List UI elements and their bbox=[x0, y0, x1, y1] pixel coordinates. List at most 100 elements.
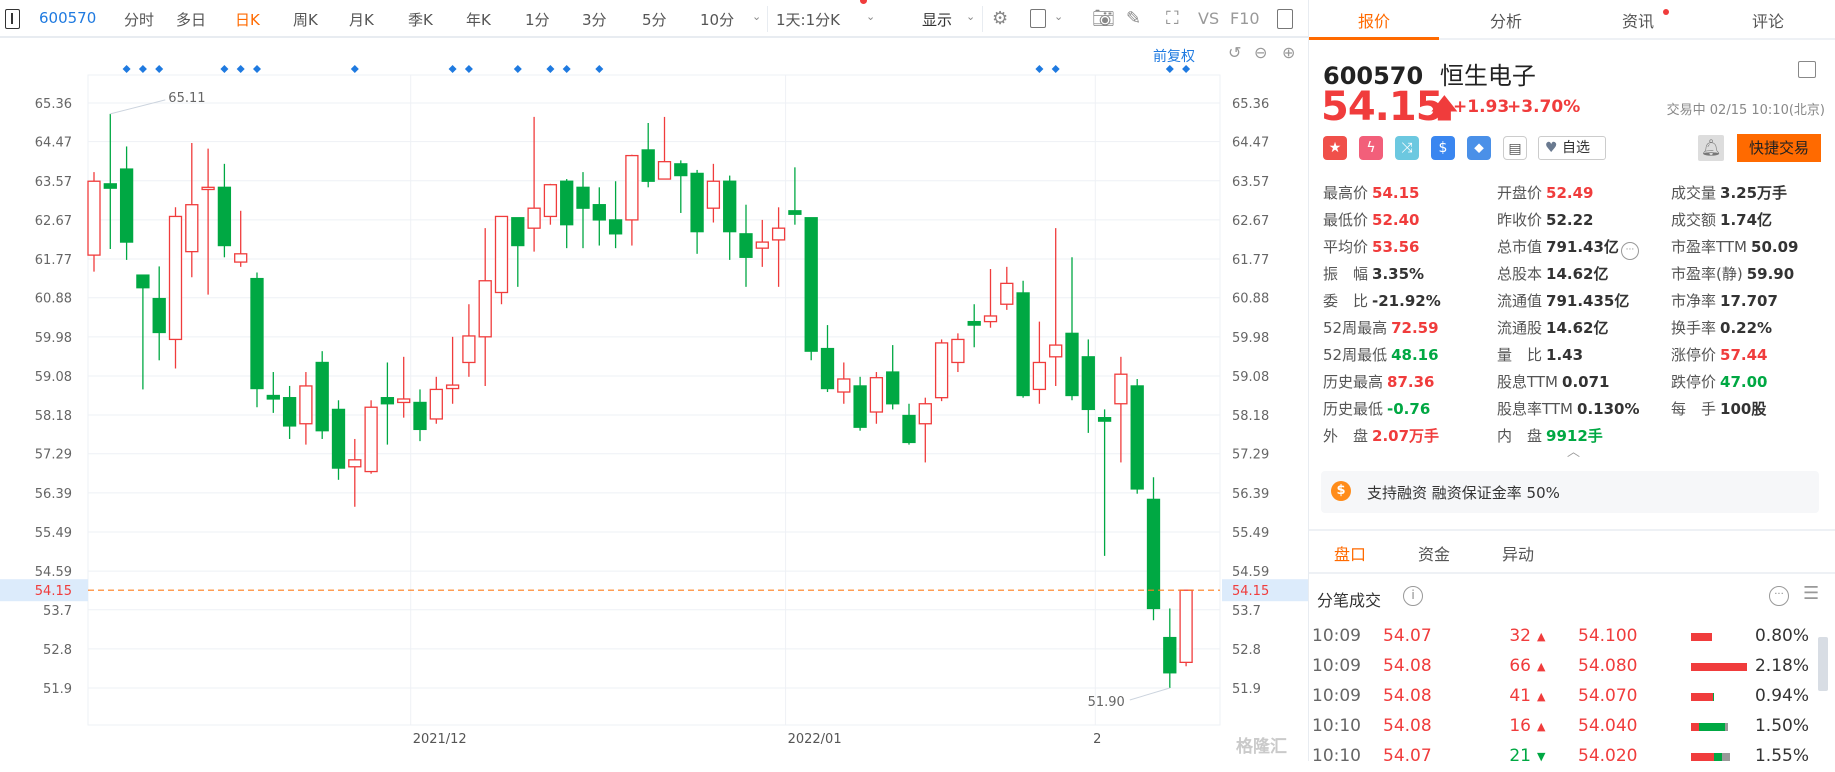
stat-value: 3.25万手 bbox=[1720, 184, 1788, 202]
dollar-icon[interactable]: $ bbox=[1431, 136, 1455, 160]
tag-icon[interactable]: ⬥ bbox=[1467, 136, 1491, 160]
stat-label: 市净率 bbox=[1671, 292, 1717, 310]
candle-down bbox=[902, 414, 916, 444]
sub-tab[interactable]: 资金 bbox=[1417, 545, 1451, 564]
scrollbar[interactable] bbox=[1818, 637, 1828, 691]
gear-icon[interactable]: ⚙ bbox=[992, 8, 1009, 29]
chevron-down-icon[interactable]: ⌄ bbox=[966, 10, 976, 23]
y-tick-label-left: 65.36 bbox=[35, 97, 72, 112]
period-tab[interactable]: 10分 bbox=[700, 11, 735, 29]
stat-value: 2.07万手 bbox=[1372, 427, 1440, 445]
panel-toggle-icon[interactable] bbox=[1277, 9, 1293, 29]
candle-up bbox=[657, 161, 672, 180]
panel-tab[interactable]: 资讯 bbox=[1621, 12, 1655, 31]
adjust-mode-button[interactable]: 前复权 bbox=[1153, 49, 1195, 65]
more-icon[interactable]: ··· bbox=[1620, 242, 1639, 260]
dollar-coin-icon: $ bbox=[1331, 481, 1351, 501]
zoom-in-icon[interactable]: ⊕ bbox=[1282, 43, 1296, 62]
panel-tab[interactable]: 评论 bbox=[1751, 12, 1785, 31]
triangle-up-icon: ▲ bbox=[1537, 720, 1546, 733]
trading-status: 交易中 02/15 10:10(北京) bbox=[1666, 103, 1825, 118]
sub-tab[interactable]: 盘口 bbox=[1333, 545, 1367, 564]
stat-label: 52周最高 bbox=[1323, 319, 1388, 337]
event-marker-icon bbox=[1035, 65, 1044, 73]
event-marker-icon bbox=[1051, 65, 1060, 73]
period-tab[interactable]: 年K bbox=[466, 11, 491, 29]
stat-value: 14.62亿 bbox=[1546, 319, 1609, 337]
period-tab[interactable]: 1分 bbox=[525, 11, 550, 29]
chevron-down-icon[interactable]: ⌄ bbox=[1054, 10, 1064, 23]
stat-item: 开盘价 52.49 bbox=[1497, 182, 1593, 203]
candle-down bbox=[560, 180, 574, 226]
period-tab[interactable]: 季K bbox=[408, 11, 433, 29]
zoom-out-icon[interactable]: ⊖ bbox=[1254, 43, 1268, 62]
y-tick-label-left: 58.18 bbox=[35, 409, 72, 424]
sidebar-toggle-icon[interactable] bbox=[5, 9, 20, 29]
candlestick-chart[interactable]: 65.36 65.36 64.47 64.47 63.57 63.57 62.67 62.67… bbox=[0, 38, 1308, 761]
info-icon[interactable]: i bbox=[1403, 586, 1423, 606]
period-tab[interactable]: 分时 bbox=[124, 11, 155, 29]
tick-row: 10:09 54.07 32 ▲ 54.100 0.80% bbox=[1309, 622, 1835, 652]
display-menu[interactable]: 显示 bbox=[922, 11, 953, 29]
stat-value: 0.071 bbox=[1562, 373, 1610, 391]
vs-button[interactable]: VS bbox=[1198, 9, 1220, 28]
plot-frame bbox=[87, 74, 1221, 726]
candle-down bbox=[788, 210, 802, 215]
fullscreen-icon[interactable]: ⛶ bbox=[1166, 8, 1179, 29]
candle-up bbox=[87, 180, 101, 256]
interval-select[interactable]: 1天:1分K bbox=[776, 11, 840, 29]
add-watchlist-button[interactable]: ♥ 自选 bbox=[1538, 136, 1606, 160]
stat-value: 54.15 bbox=[1372, 184, 1420, 202]
stat-value: 59.90 bbox=[1746, 265, 1795, 283]
candle-down bbox=[1065, 332, 1079, 397]
layout-icon[interactable] bbox=[1030, 9, 1046, 28]
candle-down bbox=[1146, 498, 1161, 610]
more-icon[interactable]: ··· bbox=[1769, 586, 1789, 606]
period-tab[interactable]: 日K bbox=[235, 11, 260, 29]
list-icon[interactable]: ☰ bbox=[1803, 583, 1820, 604]
stat-value: 48.16 bbox=[1391, 346, 1439, 364]
tick-price: 54.08 bbox=[1383, 656, 1432, 676]
period-tab[interactable]: 3分 bbox=[582, 11, 607, 29]
note-icon[interactable]: ▤ bbox=[1503, 136, 1527, 160]
event-marker-icon bbox=[253, 65, 261, 73]
event-marker-icon bbox=[122, 65, 131, 73]
chevron-down-icon[interactable]: ⌄ bbox=[752, 10, 762, 23]
shuffle-icon[interactable]: ⤨ bbox=[1395, 136, 1419, 160]
pencil-icon[interactable]: ✎ bbox=[1126, 8, 1142, 29]
candle-up bbox=[299, 385, 313, 425]
candle-up bbox=[478, 280, 492, 338]
x-tick-label: 2022/01 bbox=[788, 732, 842, 747]
period-tab[interactable]: 多日 bbox=[176, 11, 207, 29]
reset-icon[interactable]: ↺ bbox=[1228, 43, 1242, 62]
panel-tab[interactable]: 分析 bbox=[1489, 12, 1523, 31]
triangle-down-icon: ▼ bbox=[1537, 750, 1546, 763]
y-tick-label-right: 59.08 bbox=[1232, 370, 1269, 385]
bell-icon[interactable]: 🔔︎ bbox=[1698, 135, 1724, 161]
period-tab[interactable]: 月K bbox=[349, 11, 374, 29]
last-price-label: 54.15 bbox=[35, 584, 72, 599]
tick-level-price: 54.080 bbox=[1578, 656, 1638, 676]
sub-tab[interactable]: 异动 bbox=[1501, 545, 1535, 564]
chevron-down-icon[interactable]: ⌄ bbox=[866, 10, 876, 23]
candle-up bbox=[983, 315, 998, 323]
candle-up bbox=[348, 459, 362, 468]
panel-tab[interactable]: 报价 bbox=[1357, 12, 1391, 31]
y-tick-label-right: 55.49 bbox=[1232, 526, 1269, 541]
candle-down bbox=[1016, 292, 1030, 397]
x-tick-label: 2 bbox=[1093, 732, 1101, 747]
stat-label: 平均价 bbox=[1323, 238, 1369, 256]
china-flag-icon[interactable]: ★ bbox=[1323, 136, 1347, 160]
quick-trade-button[interactable]: 快捷交易 bbox=[1737, 134, 1821, 162]
period-tab[interactable]: 周K bbox=[293, 11, 318, 29]
stock-code-link[interactable]: 600570 bbox=[39, 9, 97, 27]
f10-button[interactable]: F10 bbox=[1230, 9, 1260, 28]
margin-icon[interactable]: ϟ bbox=[1359, 136, 1383, 160]
menu-icon[interactable] bbox=[1798, 61, 1816, 78]
collapse-icon[interactable]: ︿ bbox=[1567, 445, 1581, 460]
period-tab[interactable]: 5分 bbox=[642, 11, 667, 29]
tick-row: 10:09 54.08 41 ▲ 54.070 0.94% bbox=[1309, 682, 1835, 712]
camera-icon[interactable]: 📷︎ bbox=[1092, 8, 1115, 29]
last-price: 54.15 bbox=[1321, 84, 1444, 130]
stat-value: 87.36 bbox=[1387, 373, 1435, 391]
